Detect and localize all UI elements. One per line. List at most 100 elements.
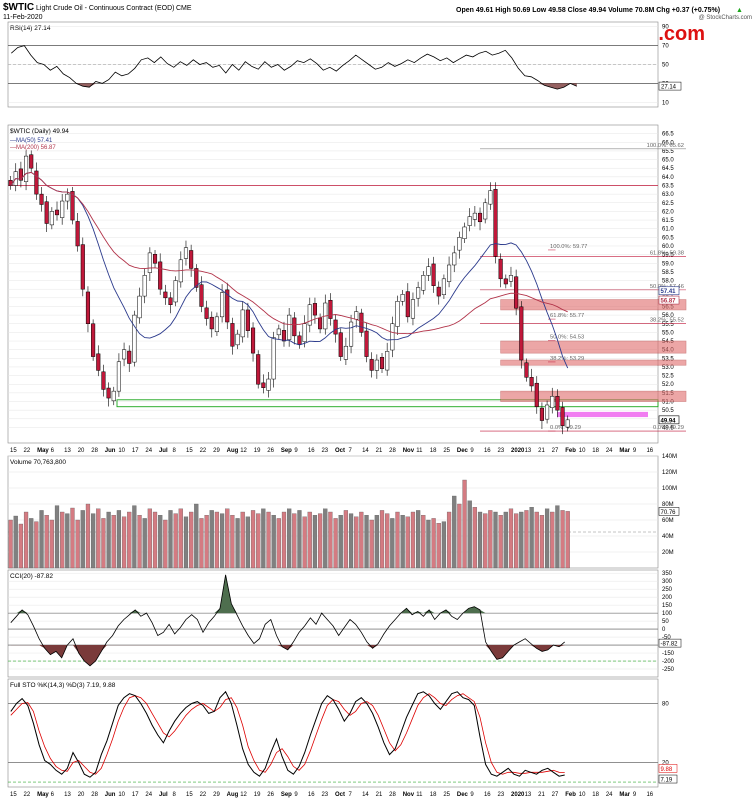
volume-bar [214, 511, 220, 569]
volume-bar [431, 518, 436, 569]
sto-title: Full STO %K(14,3) %D(3) 7.19, 9.88 [10, 682, 116, 689]
gap-zone [500, 340, 687, 354]
volume-bar [13, 515, 18, 569]
volume-bar [555, 505, 560, 569]
volume-bar [323, 508, 328, 569]
candle-body [245, 309, 250, 331]
candle-body [106, 387, 111, 399]
candle-body [405, 291, 410, 318]
candle-body [75, 221, 80, 247]
candle-body [328, 299, 333, 319]
candle-body [256, 354, 261, 385]
volume-bar [514, 513, 519, 569]
volume-bar [189, 511, 194, 569]
price-y-tick-label: 62.0 [662, 209, 674, 215]
bottom-x-axis-label: 11 [416, 792, 423, 798]
candle-body [116, 361, 121, 392]
bottom-x-axis-label: Jul [159, 792, 168, 798]
volume-bar [235, 518, 240, 569]
candle-body [431, 263, 436, 286]
candle-body [194, 268, 199, 288]
x-axis-label: 14 [362, 448, 369, 454]
candle-body [359, 312, 364, 333]
volume-bar [467, 500, 472, 569]
volume-bar [8, 519, 13, 569]
sto-y-tick-label: 80 [662, 702, 669, 708]
volume-bar [379, 510, 385, 569]
volume-bar [452, 495, 457, 569]
candle-body [514, 276, 519, 309]
ma-legend-entry: —MA(200) 56.87 [10, 145, 56, 151]
x-axis-label: 24 [145, 448, 152, 454]
volume-bar [462, 479, 467, 569]
volume-bar [178, 508, 183, 569]
volume-bar [333, 518, 338, 569]
candle-body [560, 407, 565, 426]
sto-y-tick-label: 20 [662, 760, 669, 766]
bottom-x-axis-label: 23 [498, 792, 505, 798]
sto-frame [7, 678, 659, 788]
bottom-x-axis-label: 13 [525, 792, 532, 798]
volume-bar [544, 508, 550, 569]
bottom-x-axis-label: 22 [200, 792, 207, 798]
candle-body [287, 314, 292, 340]
price-y-tick-label: 53.5 [662, 356, 674, 362]
x-axis-label: 16 [646, 448, 653, 454]
candle-body [240, 309, 245, 338]
volume-bar [199, 518, 204, 569]
x-axis-label: Mar [619, 448, 630, 454]
price-title: $WTIC (Daily) 49.94 [10, 128, 69, 135]
candle-body [24, 155, 29, 182]
bottom-x-axis-label: 28 [91, 792, 98, 798]
bottom-x-axis-label: 24 [145, 792, 152, 798]
volume-bar [312, 515, 318, 569]
price-badge [658, 415, 680, 425]
price-y-tick-label: 63.5 [662, 183, 674, 189]
volume-bar [54, 505, 60, 569]
volume-bar [354, 516, 359, 569]
x-axis-label: 16 [308, 448, 315, 454]
price-y-tick-label: 52.5 [662, 374, 674, 380]
price-y-tick-label: 53.0 [662, 365, 674, 371]
price-badge-label: 57.41 [661, 289, 677, 295]
candle-body [539, 407, 544, 421]
rsi-y-tick-label: 70 [662, 44, 669, 50]
volume-panel: Volume 70,763,800 20M 40M 60M 80M 100M 120M 140… [7, 454, 680, 569]
candle-body [199, 284, 204, 307]
volume-bar [374, 515, 379, 569]
volume-bar [137, 515, 142, 569]
x-axis-label: 16 [484, 448, 491, 454]
price-x-axis: 15 22 May 6 13 20 28 Jun 10 17 24 Jul 8 15 22 29 Aug 12 19… [10, 448, 654, 454]
x-axis-label: 18 [592, 448, 599, 454]
chart-ticker: $WTIC [3, 2, 34, 13]
candle-body [292, 317, 297, 337]
price-y-tick-label: 65.5 [662, 149, 674, 155]
candle-body [436, 286, 441, 297]
bottom-x-axis-label: May [37, 792, 49, 798]
volume-y-tick-label: 100M [662, 486, 677, 492]
candle-body [349, 321, 354, 347]
x-axis-label: 9 [294, 448, 298, 454]
x-axis-label: Sep [281, 448, 292, 454]
volume-bar [106, 511, 111, 569]
bottom-x-axis-label: Sep [281, 792, 292, 798]
candle-body [271, 337, 276, 380]
candle-body [447, 264, 452, 282]
volume-bar [116, 510, 122, 569]
candle-body [54, 209, 60, 216]
x-axis-label: 13 [64, 448, 71, 454]
volume-bar [101, 518, 106, 569]
bottom-x-axis-label: 12 [240, 792, 247, 798]
cci-y-tick-label: -250 [662, 667, 675, 673]
volume-bar [127, 511, 132, 569]
candle-body [318, 317, 323, 330]
price-y-tick-label: 66.5 [662, 132, 674, 138]
volume-bar [163, 519, 168, 569]
x-axis-label: 10 [579, 448, 586, 454]
cci-badge-label: -87.82 [661, 642, 679, 648]
candle-body [101, 371, 106, 390]
candle-body [137, 295, 142, 319]
fib-level-label: 61.8%: 55.77 [550, 313, 584, 319]
candle-body [467, 216, 472, 226]
